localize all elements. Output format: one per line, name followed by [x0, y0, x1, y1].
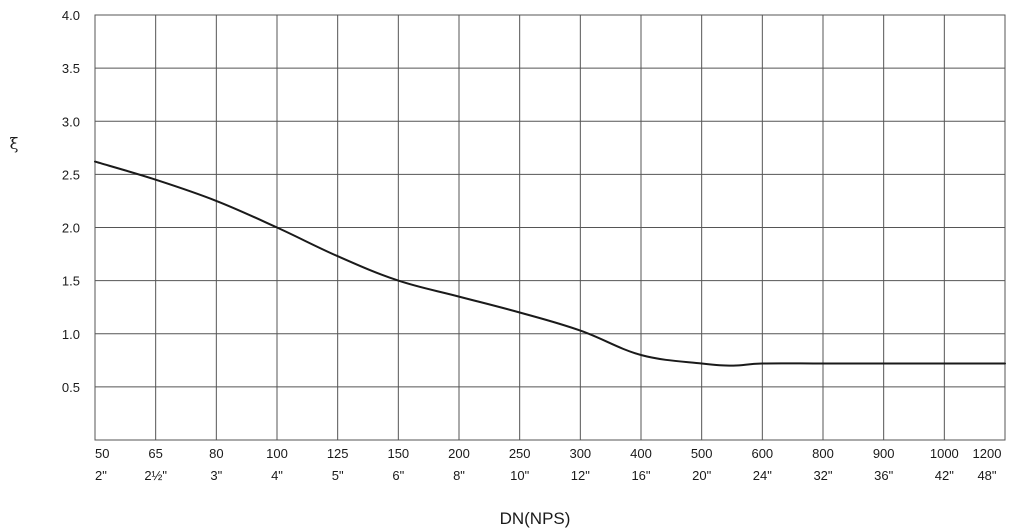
x-tick-label-dn: 125 [327, 446, 349, 461]
x-tick-label-dn: 100 [266, 446, 288, 461]
x-tick-label-dn: 300 [569, 446, 591, 461]
x-tick-label-nps: 5" [332, 468, 344, 483]
x-tick-label-nps: 42" [935, 468, 954, 483]
y-tick-label: 0.5 [62, 380, 80, 395]
plot-frame [94, 14, 1006, 441]
x-tick-label-nps: 6" [392, 468, 404, 483]
x-tick-label-dn: 800 [812, 446, 834, 461]
x-tick-label-dn: 50 [95, 446, 109, 461]
x-tick-label-dn: 65 [148, 446, 162, 461]
y-tick-label: 4.0 [62, 8, 80, 23]
x-tick-label-nps: 2" [95, 468, 107, 483]
y-tick-label: 3.0 [62, 114, 80, 129]
y-tick-label: 2.5 [62, 167, 80, 182]
x-tick-label-nps: 12" [571, 468, 590, 483]
x-tick-label-dn: 150 [387, 446, 409, 461]
y-axis-title: ξ [10, 134, 19, 153]
grid-lines [95, 15, 1005, 440]
y-tick-label: 3.5 [62, 61, 80, 76]
x-tick-label-dn: 900 [873, 446, 895, 461]
x-tick-label-nps: 16" [631, 468, 650, 483]
y-tick-label: 2.0 [62, 221, 80, 236]
x-tick-label-nps: 20" [692, 468, 711, 483]
x-tick-label-dn: 400 [630, 446, 652, 461]
x-axis-title: DN(NPS) [500, 509, 571, 528]
x-tick-label-nps: 36" [874, 468, 893, 483]
x-tick-label-nps: 4" [271, 468, 283, 483]
y-tick-labels: 0.5 1.0 1.5 2.0 2.5 3.0 3.5 4.0 [62, 8, 80, 395]
y-tick-label: 1.0 [62, 327, 80, 342]
x-tick-label-dn: 1200 [973, 446, 1002, 461]
x-tick-label-nps: 8" [453, 468, 465, 483]
series-line [94, 160, 1006, 367]
x-tick-label-dn: 600 [751, 446, 773, 461]
x-tick-label-nps: 2½" [144, 468, 167, 483]
x-tick-label-dn: 200 [448, 446, 470, 461]
x-tick-labels: 50 2" 65 2½" 80 3" 100 4" 125 5" 150 6" 200 8" 250 10" 3… [95, 446, 1001, 483]
x-tick-label-dn: 500 [691, 446, 713, 461]
x-tick-label-nps: 10" [510, 468, 529, 483]
x-tick-label-nps: 3" [210, 468, 222, 483]
x-tick-label-dn: 80 [209, 446, 223, 461]
x-tick-label-dn: 1000 [930, 446, 959, 461]
x-tick-label-nps: 48" [977, 468, 996, 483]
y-tick-label: 1.5 [62, 274, 80, 289]
x-tick-label-nps: 24" [753, 468, 772, 483]
x-tick-label-nps: 32" [813, 468, 832, 483]
x-tick-label-dn: 250 [509, 446, 531, 461]
